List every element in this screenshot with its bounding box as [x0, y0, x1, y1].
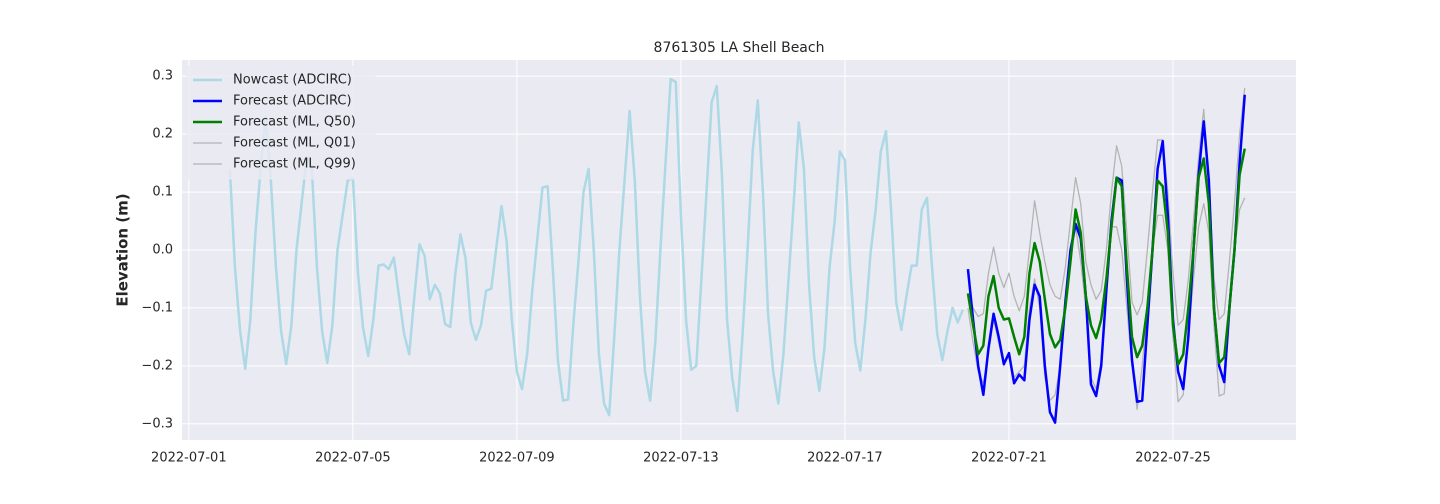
x-tick-label: 2022-07-05 [315, 451, 391, 466]
series-line [966, 148, 1246, 366]
chart-title: 8761305 LA Shell Beach [654, 40, 825, 56]
legend: Nowcast (ADCIRC) Forecast (ADCIRC) Forecas… [186, 65, 376, 180]
legend-label: Forecast (ML, Q01) [233, 136, 356, 151]
x-tick-label: 2022-07-25 [1135, 451, 1211, 466]
y-tick-label: −0.3 [141, 416, 173, 431]
y-tick-label: −0.2 [141, 358, 173, 373]
y-tick-label: 0.2 [152, 127, 173, 142]
x-tick-label: 2022-07-09 [479, 451, 555, 466]
x-tick-label: 2022-07-21 [971, 451, 1047, 466]
lines [228, 77, 1246, 424]
ticks: −0.3 −0.2 −0.1 0.0 0.1 0.2 0.3 2022-07-01 2022-0… [141, 69, 1210, 466]
y-tick-label: 0.1 [152, 185, 173, 200]
y-tick-label: 0.3 [152, 69, 173, 84]
x-tick-label: 2022-07-13 [643, 451, 719, 466]
y-axis-label: Elevation (m) [114, 193, 132, 306]
legend-label: Forecast (ML, Q50) [233, 115, 356, 130]
y-tick-label: 0.0 [152, 243, 173, 258]
x-tick-label: 2022-07-17 [807, 451, 883, 466]
legend-label: Forecast (ADCIRC) [233, 94, 352, 109]
y-tick-label: −0.1 [141, 300, 173, 315]
legend-box [186, 65, 376, 180]
x-tick-label: 2022-07-01 [151, 451, 227, 466]
legend-label: Nowcast (ADCIRC) [233, 73, 352, 88]
series-line [967, 87, 1246, 326]
legend-label: Forecast (ML, Q99) [233, 157, 356, 172]
